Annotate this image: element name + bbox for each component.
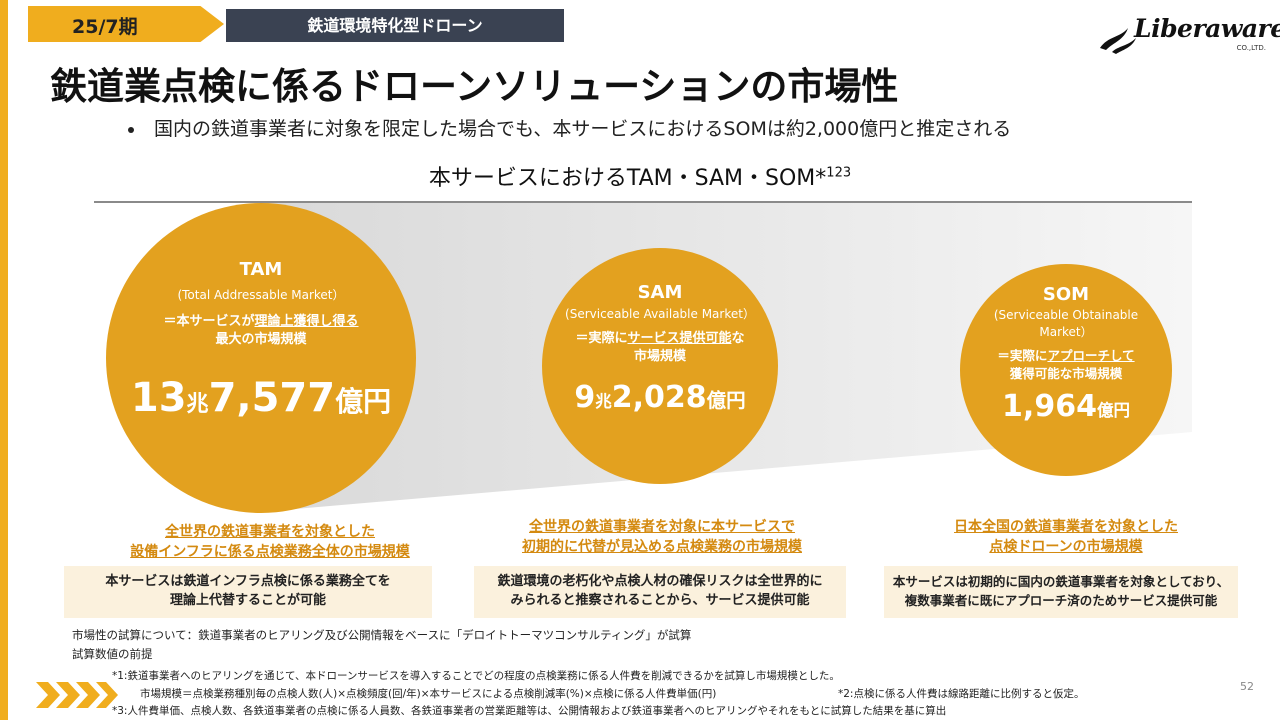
sam-target-line2: 初期的に代替が見込める点検業務の市場規模 [522,539,802,555]
tam-target: 全世界の鉄道事業者を対象とした設備インフラに係る点検業務全体の市場規模 [60,522,480,562]
logo-wing-icon [1100,28,1136,54]
tam-value: 13兆7,577億円 [106,375,416,421]
som-desc-emphasis: アプローチして [1047,348,1135,363]
sam-desc-suffix: な [731,331,745,346]
tam-desc-line2: 最大の市場規模 [215,332,307,347]
som-value: 1,964億円 [960,389,1172,424]
som-fullname-line1: (Serviceable Obtainable [993,308,1139,322]
som-note-line1: 本サービスは初期的に国内の鉄道事業者を対象としており、 [892,574,1230,589]
som-desc-line2: 獲得可能な市場規模 [1009,366,1123,381]
tam-note: 本サービスは鉄道インフラ点検に係る業務全てを 理論上代替することが可能 [64,566,432,618]
section-title: 本サービスにおけるTAM・SAM・SOM*123 [0,160,1280,192]
sam-desc-prefix: ＝実際に [575,331,628,346]
tam-note-line2: 理論上代替することが可能 [169,593,326,608]
sam-circle: SAM (Serviceable Available Market） ＝実際にサ… [542,248,778,484]
tam-note-line1: 本サービスは鉄道インフラ点検に係る業務全てを [105,574,391,589]
som-value-billion: 1,964 [1002,389,1097,424]
sam-unit-billion: 億円 [706,389,746,412]
tam-unit-billion: 億円 [335,385,392,418]
section-title-text: 本サービスにおけるTAM・SAM・SOM* [428,166,827,191]
sam-unit-trillion: 兆 [595,392,612,411]
som-desc-prefix: ＝実際に [997,348,1048,363]
som-target: 日本全国の鉄道事業者を対象とした 点検ドローンの市場規模 [856,517,1276,557]
period-tag: 25/7期 [28,6,224,42]
page-title: 鉄道業点検に係るドローンソリューションの市場性 [50,65,899,108]
section-divider [94,201,1192,203]
sam-note-line2: みられると推察されることから、サービス提供可能 [510,593,810,608]
sam-value-billion: 2,028 [611,380,707,415]
company-logo: Liberaware CO.,LTD. [1098,14,1280,56]
sam-desc-line2: 市場規模 [633,349,686,364]
sam-title: SAM [637,282,683,303]
footnote-1-formula: 市場規模＝点検業務種別毎の点検人数(人)×点検頻度(回/年)×本サービスによる点… [140,688,717,700]
sam-desc-emphasis: サービス提供可能 [627,331,732,346]
logo-subtext: CO.,LTD. [1236,44,1266,52]
premise-note: 試算数値の前提 [72,647,153,661]
bullet-dot [128,126,134,133]
tam-value-billion: 7,577 [208,375,336,421]
sam-fullname: (Serviceable Available Market） [565,307,755,321]
sam-note-line1: 鉄道環境の老朽化や点検人材の確保リスクは全世界的に [497,574,823,589]
som-target-line2: 点検ドローンの市場規模 [989,539,1143,555]
som-unit-billion: 億円 [1096,401,1130,420]
sam-value-trillion: 9 [574,380,596,415]
sam-target: 全世界の鉄道事業者を対象に本サービスで 初期的に代替が見込める点検業務の市場規模 [452,517,872,557]
sam-target-line1: 全世界の鉄道事業者を対象に本サービスで [529,519,795,535]
period-label: 25/7期 [72,16,138,38]
chevrons-icon [36,682,118,708]
summary-text: 国内の鉄道事業者に対象を限定した場合でも、本サービスにおけるSOMは約2,000… [154,118,1012,140]
som-target-line1: 日本全国の鉄道事業者を対象とした [954,519,1178,535]
sam-description: ＝実際にサービス提供可能な市場規模 [542,330,778,366]
tam-fullname: (Total Addressable Market） [177,288,345,302]
som-title: SOM [1042,284,1090,305]
som-fullname: (Serviceable Obtainable Market） [960,307,1172,341]
estimate-note: 市場性の試算について：鉄道事業者のヒアリング及び公開情報をベースに「デロイトトー… [72,628,692,642]
tam-description: ＝本サービスが理論上獲得し得る最大の市場規模 [106,313,416,349]
tam-circle: TAM (Total Addressable Market） ＝本サービスが理論… [106,203,416,513]
sam-value: 9兆2,028億円 [542,380,778,415]
tam-title: TAM [239,259,283,280]
sam-note: 鉄道環境の老朽化や点検人材の確保リスクは全世界的に みられると推察されることから、… [474,566,846,618]
som-note: 本サービスは初期的に国内の鉄道事業者を対象としており、 複数事業者に既にアプローチ… [884,566,1238,618]
footnote-1: *1:鉄道事業者へのヒアリングを通じて、本ドローンサービスを導入することでどの程… [112,670,840,682]
som-description: ＝実際にアプローチして獲得可能な市場規模 [960,347,1172,383]
tam-unit-trillion: 兆 [186,392,209,417]
summary-bullet: 国内の鉄道事業者に対象を限定した場合でも、本サービスにおけるSOMは約2,000… [128,114,1011,141]
tam-target-line1: 全世界の鉄道事業者を対象とした [165,524,375,540]
left-accent-bar [0,0,8,720]
som-circle: SOM (Serviceable Obtainable Market） ＝実際にア… [960,264,1172,476]
footnote-2: *2:点検に係る人件費は線路距離に比例すると仮定。 [838,688,1085,700]
tam-desc-emphasis: 理論上獲得し得る [254,314,359,329]
tam-value-trillion: 13 [130,375,187,421]
logo-text: Liberaware [1134,14,1280,43]
som-fullname-line2: Market） [1039,325,1093,339]
section-title-footnote-ref: 123 [826,165,852,181]
footnote-3: *3:人件費単価、点検人数、各鉄道事業者の点検に係る人員数、各鉄道事業者の営業距… [112,705,947,717]
category-tag: 鉄道環境特化型ドローン [226,9,564,42]
page-number: 52 [1240,680,1254,693]
tam-desc-prefix: ＝本サービスが [163,314,255,329]
tam-target-line2: 設備インフラに係る点検業務全体の市場規模 [130,544,410,560]
som-note-line2: 複数事業者に既にアプローチ済のためサービス提供可能 [904,593,1218,608]
